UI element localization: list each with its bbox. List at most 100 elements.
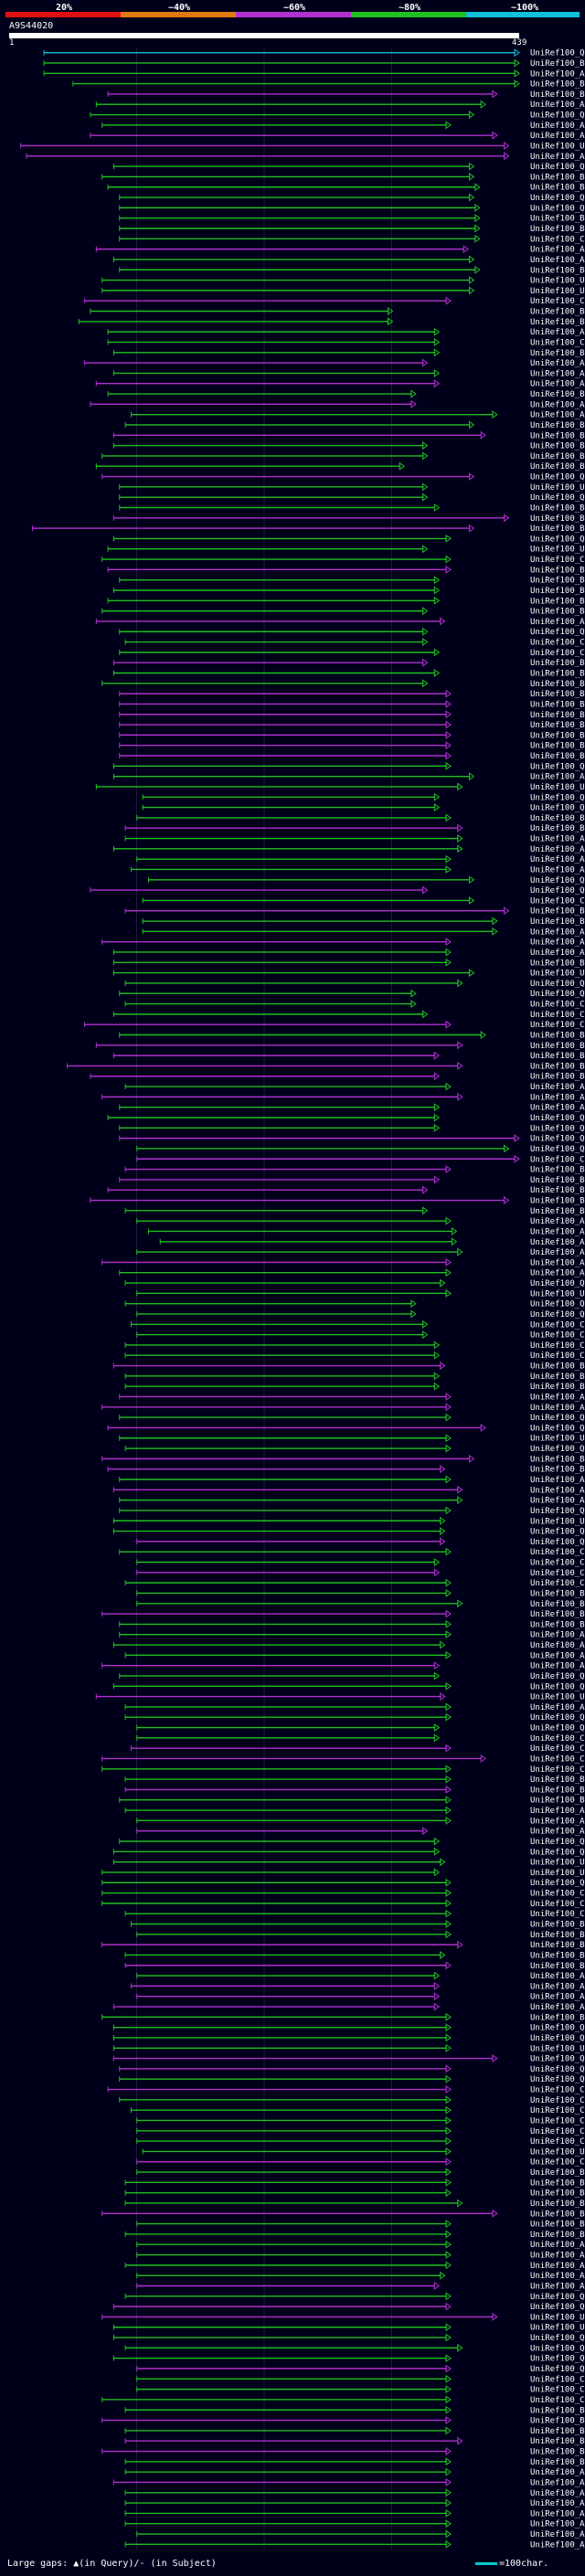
hit-label[interactable]: UniRef100_UP1000... xyxy=(530,1517,585,1526)
hit-label[interactable]: UniRef100_A9RSE3 xyxy=(530,380,585,389)
hit-label[interactable]: UniRef100_C5YLP2 xyxy=(530,2386,585,2395)
hit-label[interactable]: UniRef100_Q52GN8 xyxy=(530,1538,585,1547)
hit-label[interactable]: UniRef100_A2Z2Z2 xyxy=(530,2530,585,2539)
hit-label[interactable]: UniRef100_B0ZCL3 xyxy=(530,711,585,720)
hit-label[interactable]: UniRef100_B9HEY6 xyxy=(530,680,585,689)
hit-label[interactable]: UniRef100_Q9M571 xyxy=(530,194,585,203)
hit-label[interactable]: UniRef100_A9NWQ5 xyxy=(530,2252,585,2261)
hit-label[interactable]: UniRef100_Q51CP0 xyxy=(530,1135,585,1144)
hit-label[interactable]: UniRef100_C0PL69 xyxy=(530,1352,585,1361)
hit-label[interactable]: UniRef100_Q5NK60 xyxy=(530,1879,585,1888)
hit-label[interactable]: UniRef100_A2ZZZ3 xyxy=(530,1828,585,1837)
hit-label[interactable]: UniRef100_UP1000... xyxy=(530,1869,585,1878)
hit-label[interactable]: UniRef100_UP1000... xyxy=(530,1859,585,1868)
hit-label[interactable]: UniRef100_C4JDX7 xyxy=(530,1021,585,1030)
hit-label[interactable]: UniRef100_B3IX41 xyxy=(530,1207,585,1216)
hit-label[interactable]: UniRef100_B9RJP5 xyxy=(530,1052,585,1061)
hit-label[interactable]: UniRef100_Q9SF93 xyxy=(530,1713,585,1723)
hit-label[interactable]: UniRef100_B9RYN5 xyxy=(530,59,585,69)
hit-label[interactable]: UniRef100_A9NSZ4 xyxy=(530,2262,585,2271)
hit-label[interactable]: UniRef100_B9FDR0 xyxy=(530,215,585,224)
hit-label[interactable]: UniRef100_B91378 xyxy=(530,587,585,596)
hit-label[interactable]: UniRef100_Q7XB43 xyxy=(530,2034,585,2043)
hit-label[interactable]: UniRef100_C1MS19 xyxy=(530,2158,585,2168)
hit-label[interactable]: UniRef100_Q8GW38 xyxy=(530,762,585,771)
hit-label[interactable]: UniRef100_B9GL28 xyxy=(530,90,585,100)
hit-label[interactable]: UniRef100_B0ZCM2 xyxy=(530,731,585,740)
hit-label[interactable]: UniRef100_Q9SR00 xyxy=(530,1838,585,1847)
hit-label[interactable]: UniRef100_Q6J8P9 xyxy=(530,2344,585,2353)
hit-label[interactable]: UniRef100_C6TEX9 xyxy=(530,1155,585,1164)
hit-label[interactable]: UniRef100_B9FTN8 xyxy=(530,2417,585,2426)
hit-label[interactable]: UniRef100_B9SKS7 xyxy=(530,1373,585,1382)
hit-label[interactable]: UniRef100_B6U0X0 xyxy=(530,2221,585,2230)
hit-label[interactable]: UniRef100_A3KC37 xyxy=(530,1641,585,1650)
hit-label[interactable]: UniRef100_C5YOR9 xyxy=(530,1744,585,1754)
hit-label[interactable]: UniRef100_A9RZM7 xyxy=(530,246,585,255)
hit-label[interactable]: UniRef100_B9RF24 xyxy=(530,1186,585,1195)
hit-label[interactable]: UniRef100_A7QYT3 xyxy=(530,1703,585,1712)
hit-label[interactable]: UniRef100_Q69KN4 xyxy=(530,1310,585,1320)
hit-label[interactable]: UniRef100_A7QTT5 xyxy=(530,153,585,162)
hit-label[interactable]: UniRef100_B9RDK3 xyxy=(530,2406,585,2415)
hit-label[interactable]: UniRef100_A5ES59 xyxy=(530,1393,585,1402)
hit-label[interactable]: UniRef100_C5XWS4 xyxy=(530,2137,585,2147)
hit-label[interactable]: UniRef100_A7R894 xyxy=(530,122,585,131)
hit-label[interactable]: UniRef100_A2WRN2 xyxy=(530,2540,585,2549)
hit-label[interactable]: UniRef100_Q2QMP7 xyxy=(530,2065,585,2074)
hit-label[interactable]: UniRef100_B9FBZ0 xyxy=(530,2427,585,2436)
hit-label[interactable]: UniRef100_B9T6E5 xyxy=(530,659,585,668)
hit-label[interactable]: UniRef100_B9R8S8 xyxy=(530,1786,585,1795)
hit-label[interactable]: UniRef100_B9HX64 xyxy=(530,2189,585,2199)
hit-label[interactable]: UniRef100_A1EGY1 xyxy=(530,2003,585,2012)
hit-label[interactable]: UniRef100_B9HTJ5 xyxy=(530,1466,585,1475)
hit-label[interactable]: UniRef100_A7QU49 xyxy=(530,69,585,79)
hit-label[interactable]: UniRef100_Q84TF5 xyxy=(530,49,585,58)
hit-label[interactable]: UniRef100_A7P993 xyxy=(530,1404,585,1413)
hit-label[interactable]: UniRef100_Q6K5G2 xyxy=(530,793,585,802)
hit-label[interactable]: UniRef100_B9TZ98 xyxy=(530,1776,585,1785)
hit-label[interactable]: UniRef100_Q1LYN2 xyxy=(530,990,585,999)
hit-label[interactable]: UniRef100_B9IMS8 xyxy=(530,1600,585,1609)
hit-label[interactable]: UniRef100_Q9ZVS3 xyxy=(530,1424,585,1433)
hit-label[interactable]: UniRef100_C5XSR3 xyxy=(530,649,585,658)
hit-label[interactable]: UniRef100_A7QTD4 xyxy=(530,132,585,141)
hit-label[interactable]: UniRef100_UP1000... xyxy=(530,287,585,296)
hit-label[interactable]: UniRef100_Q6K3R4 xyxy=(530,2355,585,2364)
hit-label[interactable]: UniRef100_A7QU56 xyxy=(530,101,585,110)
hit-label[interactable]: UniRef100_A9NWC2 xyxy=(530,1083,585,1092)
hit-label[interactable]: UniRef100_A3A522 xyxy=(530,2499,585,2508)
hit-label[interactable]: UniRef100_B91C73 xyxy=(530,2200,585,2209)
hit-label[interactable]: UniRef100_A2YGK8 xyxy=(530,1651,585,1660)
hit-label[interactable]: UniRef100_B9TEX0 xyxy=(530,1042,585,1051)
hit-label[interactable]: UniRef100_A2X0I1 xyxy=(530,2520,585,2529)
hit-label[interactable]: UniRef100_Q8LHB5 xyxy=(530,2055,585,2064)
hit-label[interactable]: UniRef100_B91872 xyxy=(530,173,585,182)
hit-label[interactable]: UniRef100_C5Z9ZS xyxy=(530,1341,585,1351)
hit-label[interactable]: UniRef100_C5XUC5 xyxy=(530,2396,585,2405)
hit-label[interactable]: UniRef100_B9RCS7 xyxy=(530,1931,585,1940)
hit-label[interactable]: UniRef100_C6TL20 xyxy=(530,1320,585,1330)
hit-label[interactable]: UniRef100_Q5Z0Z5 xyxy=(530,111,585,121)
hit-label[interactable]: UniRef100_Q8LFO5 xyxy=(530,1682,585,1691)
hit-label[interactable]: UniRef100_B9GS25 xyxy=(530,308,585,317)
hit-label[interactable]: UniRef100_B9S6Y0 xyxy=(530,184,585,193)
hit-label[interactable]: UniRef100_B9IJN6 xyxy=(530,1062,585,1071)
hit-label[interactable]: UniRef100_B8RHT7 xyxy=(530,2231,585,2240)
hit-label[interactable]: UniRef100_B4FZS8 xyxy=(530,2448,585,2457)
hit-label[interactable]: UniRef100_B9GZT2 xyxy=(530,80,585,90)
hit-label[interactable]: UniRef100_UP1000... xyxy=(530,1289,585,1299)
hit-label[interactable]: UniRef100_C5N6N3 xyxy=(530,1579,585,1588)
hit-label[interactable]: UniRef100_A9NMR6 xyxy=(530,1807,585,1816)
hit-label[interactable]: UniRef100_A5AQ14 xyxy=(530,865,585,875)
hit-label[interactable]: UniRef100_Q7XB43-2 xyxy=(530,2024,585,2033)
hit-label[interactable]: UniRef100_Q6K5O7 xyxy=(530,804,585,813)
hit-label[interactable]: UniRef100_B9GEV4 xyxy=(530,1941,585,1950)
hit-label[interactable]: UniRef100_B9H029 xyxy=(530,917,585,927)
hit-label[interactable]: UniRef100_B9HMK0 xyxy=(530,1610,585,1619)
hit-label[interactable]: UniRef100_B0ZCH0 xyxy=(530,742,585,751)
hit-label[interactable]: UniRef100_B9RXL1 xyxy=(530,1176,585,1185)
hit-label[interactable]: UniRef100_C5YQH2 xyxy=(530,1734,585,1744)
hit-label[interactable]: UniRef100_B9S2J6 xyxy=(530,1589,585,1598)
hit-label[interactable]: UniRef100_UP1000... xyxy=(530,970,585,979)
